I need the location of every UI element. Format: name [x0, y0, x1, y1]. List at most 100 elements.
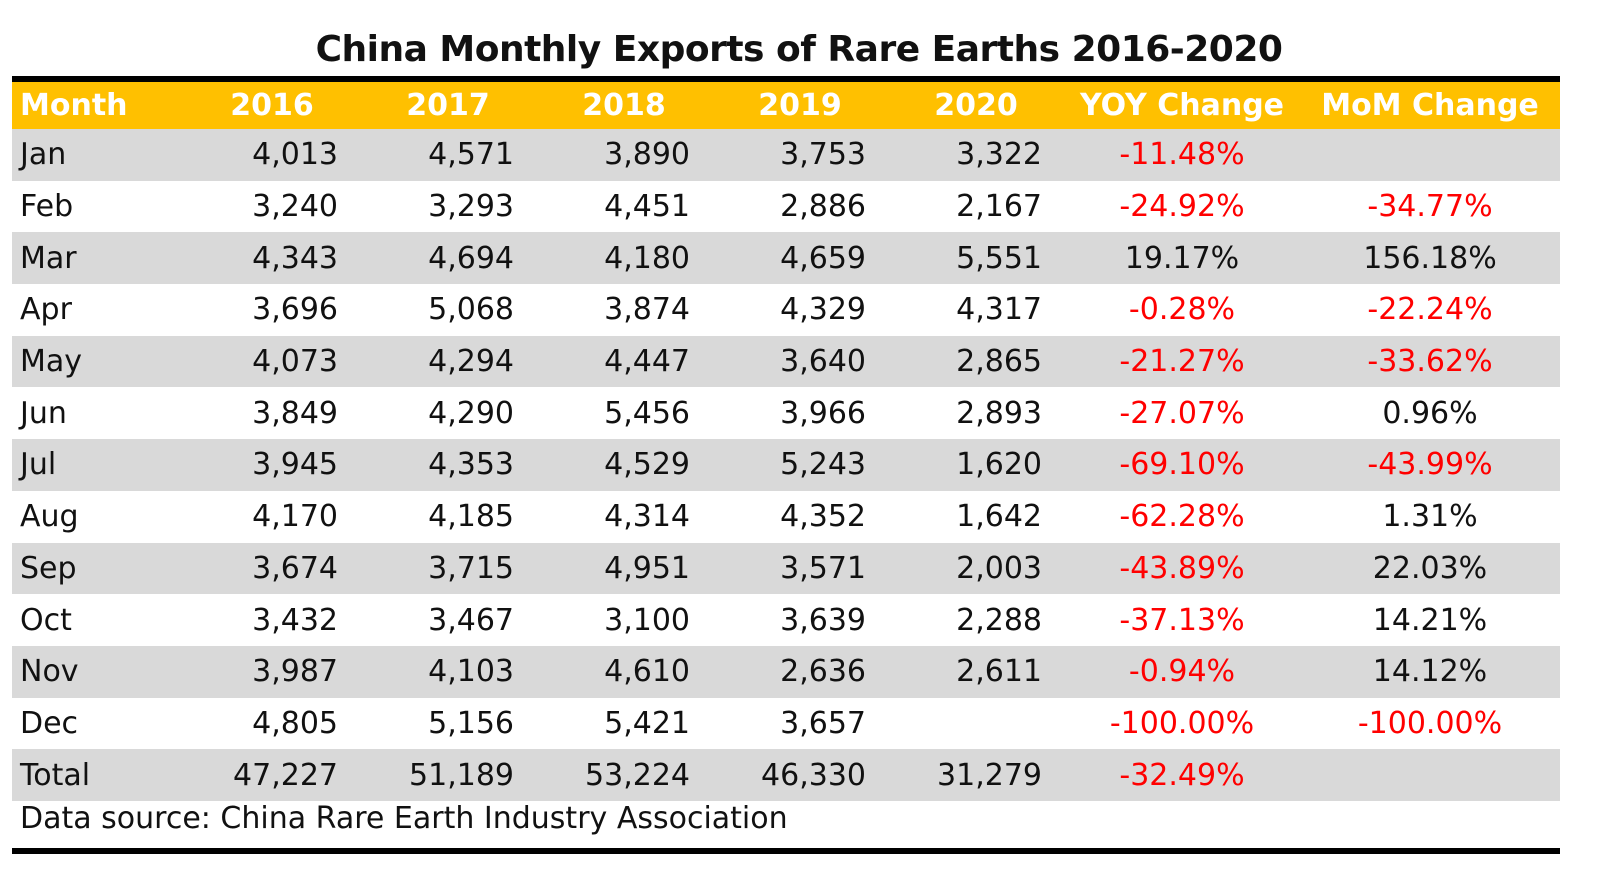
cell-2016: 3,849 — [252, 395, 338, 431]
cell-2019: 46,330 — [761, 757, 866, 793]
cell-2019: 5,243 — [780, 447, 866, 483]
cell-month: Total — [20, 757, 91, 793]
cell-month: Aug — [20, 499, 79, 535]
cell-2016: 3,674 — [252, 550, 338, 586]
cell-2019: 4,329 — [780, 292, 866, 328]
header-2016: 2016 — [230, 88, 314, 123]
cell-2016: 4,073 — [252, 344, 338, 380]
cell-2020: 31,279 — [937, 757, 1042, 793]
cell-2018: 4,180 — [604, 240, 690, 276]
cell-2019: 3,640 — [780, 344, 866, 380]
cell-2018: 3,874 — [604, 292, 690, 328]
cell-mom-change — [1300, 749, 1560, 801]
cell-month: Dec — [20, 705, 79, 741]
cell-2016: 3,432 — [252, 602, 338, 638]
cell-2018: 4,951 — [604, 550, 690, 586]
cell-2019: 2,886 — [780, 189, 866, 225]
cell-2020: 2,003 — [956, 550, 1042, 586]
cell-2020: 1,642 — [956, 499, 1042, 535]
table-row: Apr 3,696 5,068 3,874 4,329 4,317 -0.28% -22.24… — [12, 284, 1560, 336]
cell-2016: 4,013 — [252, 137, 338, 173]
cell-yoy-change: -43.89% — [1119, 550, 1245, 586]
cell-2018: 4,529 — [604, 447, 690, 483]
cell-2017: 4,694 — [428, 240, 514, 276]
cell-2017: 4,103 — [428, 654, 514, 690]
header-2017: 2017 — [406, 88, 490, 123]
table-row: Jan 4,013 4,571 3,890 3,753 3,322 -11.48% — [12, 129, 1560, 181]
source-row: Data source: China Rare Earth Industry A… — [12, 801, 1560, 836]
cell-2017: 5,068 — [428, 292, 514, 328]
chart-title: China Monthly Exports of Rare Earths 201… — [315, 29, 1283, 70]
table-row: Aug 4,170 4,185 4,314 4,352 1,642 -62.28% 1.31% — [12, 491, 1560, 543]
cell-2018: 4,314 — [604, 499, 690, 535]
cell-mom-change: 1.31% — [1382, 499, 1478, 535]
cell-yoy-change: -32.49% — [1119, 757, 1245, 793]
cell-2016: 3,240 — [252, 189, 338, 225]
cell-yoy-change: 19.17% — [1124, 240, 1240, 276]
cell-2019: 3,571 — [780, 550, 866, 586]
table-row: Dec 4,805 5,156 5,421 3,657 -100.00% -100.00% — [12, 698, 1560, 750]
cell-2018: 4,447 — [604, 344, 690, 380]
cell-2016: 4,170 — [252, 499, 338, 535]
cell-2017: 51,189 — [409, 757, 514, 793]
exports-table: Month 2016 2017 2018 2019 2020 YOY Chang… — [12, 82, 1560, 836]
cell-yoy-change: -24.92% — [1119, 189, 1245, 225]
cell-mom-change: -34.77% — [1367, 189, 1493, 225]
cell-yoy-change: -37.13% — [1119, 602, 1245, 638]
table-row: Nov 3,987 4,103 4,610 2,636 2,611 -0.94% 14.12% — [12, 645, 1560, 698]
cell-2017: 5,156 — [428, 705, 514, 741]
table-row: Oct 3,432 3,467 3,100 3,639 2,288 -37.13% 14.21… — [12, 594, 1560, 646]
cell-mom-change: -100.00% — [1357, 705, 1503, 741]
cell-month: Jan — [20, 137, 67, 173]
cell-2017: 4,353 — [428, 447, 514, 483]
cell-month: Jul — [20, 447, 57, 483]
data-source-note: Data source: China Rare Earth Industry A… — [20, 800, 788, 836]
cell-2019: 4,659 — [780, 240, 866, 276]
cell-2020: 3,322 — [956, 137, 1042, 173]
cell-2017: 3,293 — [428, 189, 514, 225]
cell-yoy-change: -69.10% — [1119, 447, 1245, 483]
cell-2016: 4,343 — [252, 240, 338, 276]
table-body: Jan 4,013 4,571 3,890 3,753 3,322 -11.48% Feb 3,… — [12, 129, 1560, 801]
table-row: Jun 3,849 4,290 5,456 3,966 2,893 -27.07% 0.96% — [12, 387, 1560, 439]
cell-yoy-change: -27.07% — [1119, 395, 1245, 431]
top-rule — [12, 76, 1560, 82]
cell-month: May — [20, 344, 83, 380]
cell-yoy-change: -0.94% — [1128, 654, 1236, 690]
cell-2018: 53,224 — [585, 757, 690, 793]
cell-2017: 4,571 — [428, 137, 514, 173]
cell-2020: 1,620 — [956, 447, 1042, 483]
cell-yoy-change: -62.28% — [1119, 499, 1245, 535]
cell-2016: 3,945 — [252, 447, 338, 483]
cell-yoy-change: -21.27% — [1119, 344, 1245, 380]
header-yoy-change: YOY Change — [1079, 88, 1285, 123]
header-2019: 2019 — [758, 88, 842, 123]
cell-2019: 3,753 — [780, 137, 866, 173]
header-month: Month — [20, 88, 128, 123]
header-2020: 2020 — [934, 88, 1018, 123]
cell-2020: 2,611 — [956, 654, 1042, 690]
cell-mom-change: 14.21% — [1372, 602, 1488, 638]
cell-mom-change: 0.96% — [1382, 395, 1478, 431]
cell-mom-change: -43.99% — [1367, 447, 1493, 483]
header-mom-change: MoM Change — [1321, 88, 1539, 123]
cell-mom-change: 22.03% — [1372, 550, 1488, 586]
cell-2016: 47,227 — [233, 757, 338, 793]
cell-mom-change: 156.18% — [1363, 240, 1497, 276]
cell-2020: 5,551 — [956, 240, 1042, 276]
header-row: Month 2016 2017 2018 2019 2020 YOY Chang… — [12, 82, 1560, 129]
bottom-rule — [12, 848, 1560, 854]
cell-month: Apr — [20, 292, 72, 328]
table-row: Jul 3,945 4,353 4,529 5,243 1,620 -69.10% -43.9… — [12, 439, 1560, 491]
cell-month: Mar — [20, 240, 77, 276]
cell-2017: 3,715 — [428, 550, 514, 586]
cell-2019: 3,657 — [780, 705, 866, 741]
cell-2020: 2,865 — [956, 344, 1042, 380]
cell-2017: 4,294 — [428, 344, 514, 380]
cell-month: Sep — [20, 550, 77, 586]
cell-2020: 4,317 — [956, 292, 1042, 328]
cell-2018: 4,610 — [604, 654, 690, 690]
cell-2020 — [888, 698, 1064, 750]
cell-2018: 5,421 — [604, 705, 690, 741]
cell-month: Feb — [20, 189, 74, 225]
